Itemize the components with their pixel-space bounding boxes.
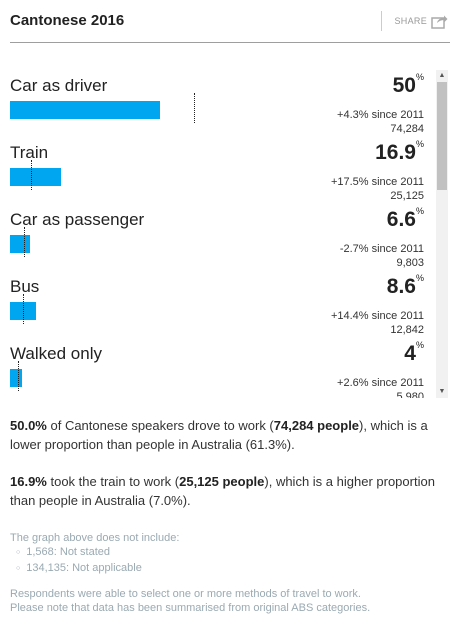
arrow-down-icon[interactable]: ▼ <box>438 388 446 395</box>
summary-people: 74,284 people <box>273 418 360 433</box>
percent-bar <box>10 235 30 253</box>
summary-paragraph-driver: 50.0% of Cantonese speakers drove to wor… <box>10 416 450 454</box>
method-label: Car as driver <box>10 76 108 95</box>
footer-note: Respondents were able to select one or m… <box>10 587 450 615</box>
summary-percent: 50.0% <box>10 418 47 433</box>
method-label: Train <box>10 143 49 162</box>
share-button[interactable]: SHARE <box>381 10 448 32</box>
excluded-note: The graph above does not include: 1,568:… <box>10 531 450 577</box>
count-text: 5,980 <box>396 391 424 398</box>
change-text: +14.4% since 2011 <box>330 310 424 322</box>
arrow-up-icon[interactable]: ▲ <box>438 72 446 79</box>
percent-unit: % <box>415 340 424 350</box>
count-text: 74,284 <box>390 123 424 135</box>
share-icon <box>431 15 448 29</box>
percent-bar <box>10 101 160 119</box>
list-item: Bus 8.6% +14.4% since 2011 12,842 <box>10 271 430 337</box>
list-item: Car as passenger 6.6% -2.7% since 2011 9,80… <box>10 204 430 270</box>
scroll-thumb[interactable] <box>437 82 447 190</box>
method-label: Bus <box>10 277 40 296</box>
footer-note-line: Please note that data has been summarise… <box>10 602 371 614</box>
summary-paragraph-train: 16.9% took the train to work (25,125 peo… <box>10 472 450 510</box>
percent-value: 50% <box>392 72 424 98</box>
australia-marker <box>31 160 32 190</box>
percent-unit: % <box>415 273 424 283</box>
percent-bar <box>10 369 22 387</box>
divider <box>381 11 383 31</box>
percent-unit: % <box>415 139 424 149</box>
percent-number: 4 <box>404 342 416 365</box>
count-text: 9,803 <box>396 257 424 269</box>
count-text: 12,842 <box>390 324 424 336</box>
australia-marker <box>193 93 195 123</box>
change-text: -2.7% since 2011 <box>339 243 424 255</box>
scrollbar[interactable]: ▲ ▼ <box>436 70 448 398</box>
summary-people: 25,125 people <box>179 474 265 489</box>
percent-unit: % <box>415 206 424 216</box>
percent-value: 4% <box>404 340 424 366</box>
change-text: +2.6% since 2011 <box>337 377 424 389</box>
australia-marker <box>22 294 24 324</box>
excluded-item: 134,135: Not applicable <box>16 561 450 577</box>
percent-number: 16.9 <box>375 141 416 164</box>
excluded-list: 1,568: Not stated 134,135: Not applicabl… <box>10 545 450 577</box>
summary-text: of Cantonese speakers drove to work ( <box>46 418 274 433</box>
percent-unit: % <box>415 72 424 82</box>
australia-marker <box>24 227 26 257</box>
change-text: +17.5% since 2011 <box>330 176 424 188</box>
australia-marker <box>17 361 19 391</box>
percent-number: 8.6 <box>386 275 416 298</box>
list-item: Walked only 4% +2.6% since 2011 5,980 <box>10 338 430 398</box>
percent-value: 8.6% <box>386 273 424 299</box>
panel-header: Cantonese 2016 SHARE <box>10 0 450 43</box>
summary-text: ), which is a higher proportion than peo… <box>10 474 435 508</box>
list-item: Car as driver 50% +4.3% since 2011 74,284 <box>10 70 430 136</box>
list-item: Train 16.9% +17.5% since 2011 25,125 <box>10 137 430 203</box>
panel-title: Cantonese 2016 <box>10 12 125 29</box>
travel-method-list[interactable]: Car as driver 50% +4.3% since 2011 74,284 Tr… <box>10 70 448 398</box>
summary-percent: 16.9% <box>10 474 47 489</box>
percent-number: 50 <box>392 74 416 97</box>
method-label: Walked only <box>10 344 102 363</box>
summary-text: took the train to work ( <box>46 474 180 489</box>
percent-value: 16.9% <box>375 139 424 165</box>
summary-text: ), which is a lower proportion than peop… <box>10 418 428 452</box>
change-text: +4.3% since 2011 <box>337 109 424 121</box>
footer-note-line: Respondents were able to select one or m… <box>10 588 361 600</box>
percent-value: 6.6% <box>386 206 424 232</box>
method-label: Car as passenger <box>10 210 145 229</box>
share-label: SHARE <box>394 16 427 26</box>
count-text: 25,125 <box>390 190 424 202</box>
percent-bar <box>10 168 61 186</box>
excluded-intro: The graph above does not include: <box>10 532 180 544</box>
excluded-item: 1,568: Not stated <box>16 545 450 561</box>
percent-number: 6.6 <box>386 208 416 231</box>
